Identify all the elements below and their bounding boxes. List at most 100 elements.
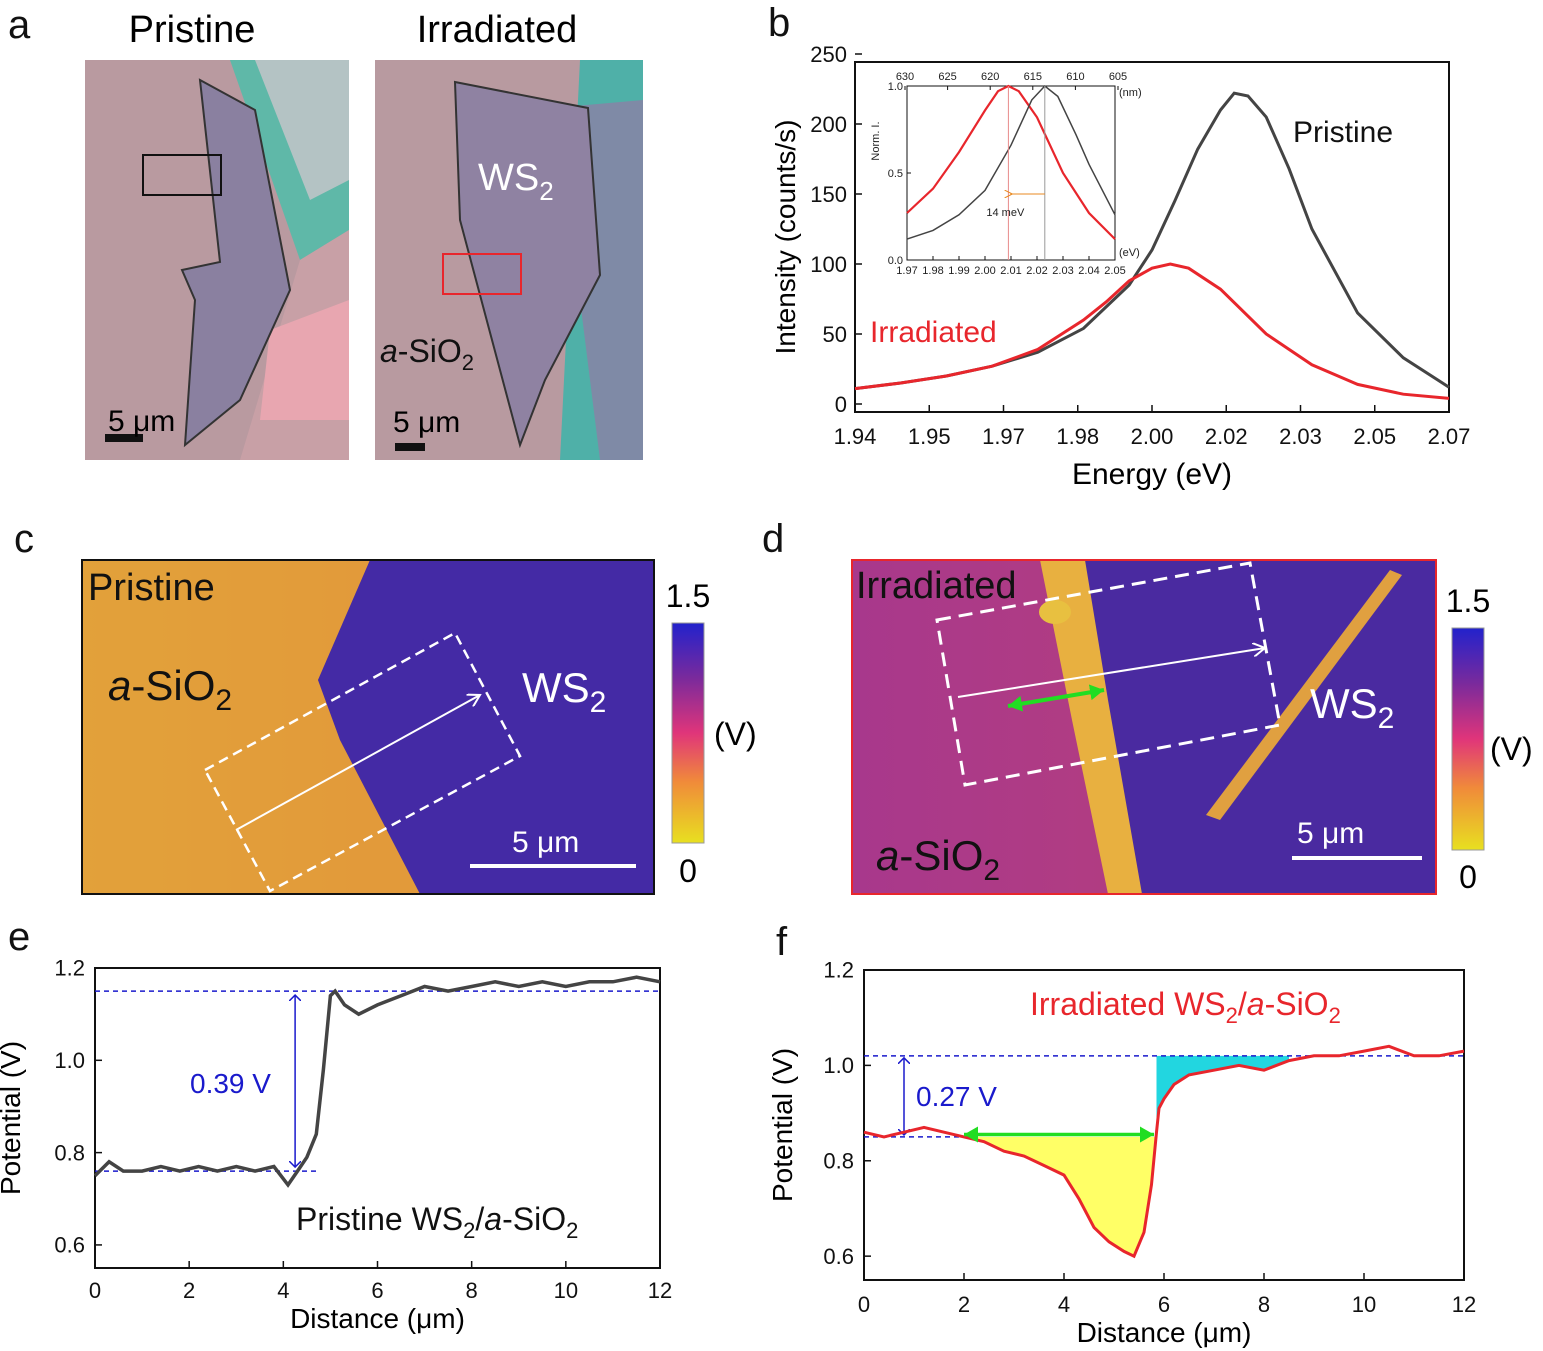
scale-label-left: 5 μm <box>108 405 175 438</box>
panel-letter-c: c <box>14 517 34 561</box>
pl-spectrum-chart: 1.94 1.95 1.97 1.98 2.00 2.02 2.03 2.05 2.07 0 50 1… <box>770 42 1470 491</box>
y-tick-label: 1.2 <box>823 958 854 983</box>
kpfm-map-irradiated: Irradiated a-SiO2 WS2 5 μm <box>851 559 1437 895</box>
inset-series-pristine <box>906 84 1116 240</box>
inset-y-tick-label: 1.0 <box>888 81 903 93</box>
cbar-max-c: 1.5 <box>666 578 710 614</box>
potential-profile-pristine: 0 2 4 6 8 10 12 0.6 0.8 1.0 1.2 Distance (μm) Potent… <box>0 956 672 1334</box>
optical-image-irradiated: WS2 a-SiO2 5 μm <box>375 60 643 460</box>
x-tick-label: 12 <box>1452 1292 1476 1317</box>
y-tick-label: 100 <box>810 252 847 277</box>
colorbar-d: 1.5 0 (V) <box>1446 583 1533 895</box>
x-tick-label: 6 <box>371 1278 383 1303</box>
x-tick-label: 8 <box>1258 1292 1270 1317</box>
x-tick-label: 10 <box>1352 1292 1376 1317</box>
scale-label-right: 5 μm <box>393 406 460 439</box>
inset-x2-tick-label: 620 <box>981 71 999 83</box>
depletion-arrow-d <box>1007 684 1105 712</box>
y-tick-label: 250 <box>810 42 847 67</box>
series-line-pristine <box>93 975 661 1188</box>
profile-arrow-c <box>235 695 480 831</box>
y-axis-label: Potential (V) <box>0 1041 26 1195</box>
inset-x2-tick-label: 630 <box>896 71 914 83</box>
flake-label-a: WS2 <box>478 157 554 206</box>
inset-x-tick-label: 1.98 <box>922 265 943 277</box>
panel-letter-f: f <box>776 920 788 964</box>
substrate-label-c: a-SiO2 <box>108 662 232 717</box>
x-tick-label: 10 <box>554 1278 578 1303</box>
x-tick-label: 0 <box>858 1292 870 1317</box>
scale-bar-right <box>395 443 425 451</box>
annotation-e: 0.39 V <box>190 1068 271 1099</box>
inset-y-label: Norm. I. <box>870 121 882 160</box>
inset-x-tick-label: 2.03 <box>1052 265 1073 277</box>
inset-x2-tick-label: 625 <box>938 71 956 83</box>
substrate-label-d: a-SiO2 <box>876 832 1000 887</box>
inset-unit-bottom: (eV) <box>1119 247 1140 259</box>
y-tick-label: 50 <box>823 322 847 347</box>
inset-frame <box>906 85 1116 261</box>
x-tick-label: 2.02 <box>1205 424 1248 449</box>
inset-unit-top: (nm) <box>1119 87 1142 99</box>
x-axis-label: Distance (μm) <box>290 1303 465 1334</box>
panel-a-left-title: Pristine <box>129 9 256 51</box>
cbar-unit-d: (V) <box>1490 731 1533 767</box>
flake-label-d: WS2 <box>1310 680 1394 735</box>
profile-box-c <box>203 631 522 893</box>
label-irradiated-b: Irradiated <box>870 316 997 349</box>
inset-x2-tick-label: 615 <box>1024 71 1042 83</box>
region-box-pristine <box>142 154 222 196</box>
inset-y-tick-label: 0.5 <box>888 168 903 180</box>
y-tick-label: 150 <box>810 182 847 207</box>
x-tick-label: 4 <box>1058 1292 1070 1317</box>
inset-x-tick-label: 1.97 <box>896 265 917 277</box>
y-axis-label: Intensity (counts/s) <box>770 120 801 355</box>
pl-inset-chart: 1.97 1.98 1.99 2.00 2.01 2.02 2.03 2.04 2.05 630 6… <box>870 71 1142 277</box>
scale-bar-left <box>105 434 143 442</box>
x-tick-label: 1.94 <box>834 424 877 449</box>
x-tick-label: 2.05 <box>1353 424 1396 449</box>
y-tick-label: 0.6 <box>823 1244 854 1269</box>
cbar-unit-c: (V) <box>714 716 757 752</box>
inset-shift-label: 14 meV <box>986 207 1025 219</box>
y-tick-label: 1.0 <box>54 1048 85 1073</box>
x-tick-label: 2 <box>958 1292 970 1317</box>
panel-f: f 0 2 4 6 8 10 12 0.6 0.8 1.0 1.2 Distance (μm) Pote… <box>767 920 1476 1348</box>
panel-letter-e: e <box>8 915 30 959</box>
inset-x2-tick-label: 610 <box>1066 71 1084 83</box>
title-d: Irradiated <box>856 565 1017 607</box>
inset-y-tick-label: 0.0 <box>888 255 903 267</box>
inset-x2-tick-label: 605 <box>1109 71 1127 83</box>
panel-a-right-title: Irradiated <box>417 9 578 51</box>
x-tick-label: 2.00 <box>1131 424 1174 449</box>
panel-letter-d: d <box>762 517 784 561</box>
panel-e: e 0 2 4 6 8 10 12 0.6 0.8 1.0 1.2 Distance (μm) Pote… <box>0 915 672 1334</box>
panel-letter-b: b <box>768 1 790 45</box>
x-tick-label: 1.98 <box>1056 424 1099 449</box>
scale-label-c: 5 μm <box>512 826 579 859</box>
x-tick-label: 6 <box>1158 1292 1170 1317</box>
kpfm-map-pristine: Pristine a-SiO2 WS2 5 μm <box>81 559 655 895</box>
panel-b: b 1.94 1.95 1.97 1.98 2.00 2.02 2.03 2.05 2.07 0 5… <box>768 1 1470 491</box>
panel-letter-a: a <box>8 3 31 47</box>
x-tick-label: 1.97 <box>982 424 1025 449</box>
x-axis-label: Distance (μm) <box>1077 1317 1252 1348</box>
optical-image-pristine: 5 μm <box>85 60 349 460</box>
x-tick-label: 8 <box>466 1278 478 1303</box>
x-tick-label: 4 <box>277 1278 289 1303</box>
cbar-min-d: 0 <box>1459 859 1477 895</box>
inset-x-tick-label: 2.00 <box>974 265 995 277</box>
depletion-area <box>959 1136 1159 1257</box>
y-tick-label: 1.0 <box>823 1053 854 1078</box>
legend-f: Irradiated WS2/a-SiO2 <box>1030 986 1341 1028</box>
panel-c: c Pristine a-SiO2 WS2 5 μm 1.5 0 (V) <box>14 517 757 895</box>
profile-box-d <box>935 561 1282 787</box>
annotation-f: 0.27 V <box>916 1081 997 1112</box>
inset-x-tick-label: 1.99 <box>948 265 969 277</box>
cbar-min-c: 0 <box>679 853 697 889</box>
y-tick-label: 0.8 <box>54 1140 85 1165</box>
cbar-max-d: 1.5 <box>1446 583 1490 619</box>
x-tick-label: 0 <box>89 1278 101 1303</box>
x-tick-label: 2.03 <box>1279 424 1322 449</box>
